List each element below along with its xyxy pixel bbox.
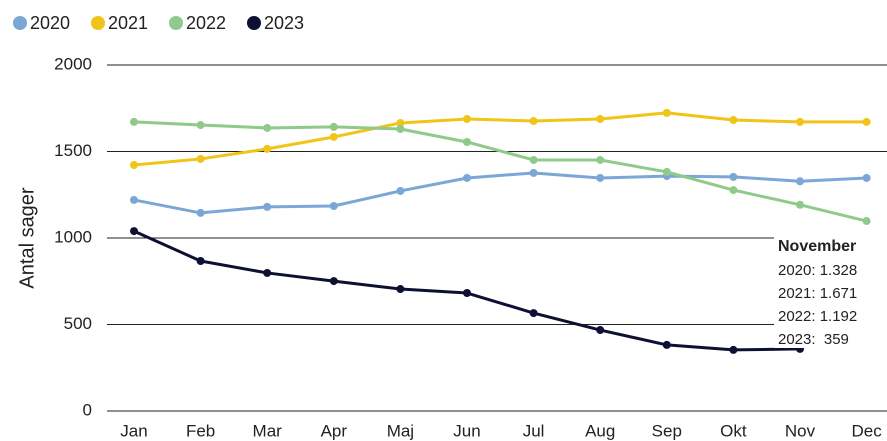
data-point — [596, 114, 605, 123]
x-tick-label: Apr — [321, 421, 348, 440]
y-axis-label: Antal sager — [16, 187, 38, 289]
legend-label: 2022 — [186, 13, 226, 33]
x-tick-label: Jan — [120, 421, 147, 440]
legend-label: 2020 — [30, 13, 70, 33]
data-point — [862, 217, 871, 226]
data-point — [796, 177, 804, 186]
annotation-line: 2022: 1.192 — [778, 308, 857, 325]
y-tick-label: 0 — [83, 400, 92, 419]
data-point — [329, 277, 338, 286]
data-point — [263, 144, 272, 153]
x-tick-label: Feb — [186, 421, 215, 440]
data-point — [662, 108, 671, 117]
x-tick-label: Aug — [585, 421, 615, 440]
x-tick-label: Dec — [851, 421, 882, 440]
x-tick-label: Mar — [253, 421, 283, 440]
data-point — [130, 195, 138, 204]
data-point — [329, 132, 338, 141]
y-tick-label: 500 — [64, 314, 92, 333]
data-point — [796, 200, 804, 209]
data-point — [463, 114, 471, 123]
data-point — [196, 154, 205, 163]
data-point — [396, 125, 405, 134]
data-point — [463, 173, 471, 182]
x-tick-label: Jul — [523, 421, 545, 440]
series-line — [133, 171, 867, 215]
data-point — [396, 186, 405, 195]
x-tick-label: Sep — [652, 421, 682, 440]
annotation-line: 2020: 1.328 — [778, 262, 857, 279]
data-point — [729, 345, 738, 354]
series-line — [133, 111, 867, 167]
annotation-title: November — [778, 238, 856, 255]
legend-marker — [13, 16, 27, 30]
data-point — [196, 257, 205, 266]
legend-label: 2023 — [264, 13, 304, 33]
data-point — [463, 289, 471, 298]
annotation-line: 2023: 359 — [778, 331, 849, 348]
data-point — [463, 137, 471, 146]
data-point — [862, 117, 871, 126]
x-tick-label: Maj — [387, 421, 414, 440]
legend-marker — [91, 16, 105, 30]
data-point — [263, 123, 272, 132]
data-point — [796, 117, 804, 126]
legend-label: 2021 — [108, 13, 148, 33]
data-point — [329, 122, 338, 131]
data-point — [130, 160, 138, 169]
data-point — [862, 173, 871, 182]
data-point — [329, 201, 338, 210]
data-point — [529, 155, 538, 164]
data-point — [596, 155, 605, 164]
data-point — [662, 340, 671, 349]
data-point — [130, 227, 138, 236]
data-point — [196, 121, 205, 130]
annotation-box — [774, 236, 887, 348]
x-tick-label: Okt — [720, 421, 747, 440]
data-point — [729, 172, 738, 181]
data-point — [263, 202, 272, 211]
data-point — [729, 186, 738, 195]
data-point — [130, 117, 138, 126]
data-point — [596, 326, 605, 335]
data-point — [396, 118, 405, 127]
data-point — [529, 117, 538, 126]
legend-marker — [247, 16, 261, 30]
data-point — [263, 268, 272, 277]
legend-marker — [169, 16, 183, 30]
data-point — [529, 168, 538, 177]
x-tick-label: Nov — [785, 421, 816, 440]
y-tick-label: 2000 — [54, 54, 92, 73]
data-point — [662, 167, 671, 176]
x-tick-label: Jun — [453, 421, 480, 440]
data-point — [596, 173, 605, 182]
y-tick-label: 1000 — [54, 227, 92, 246]
data-point — [196, 208, 205, 217]
annotation-line: 2021: 1.671 — [778, 285, 857, 302]
data-point — [729, 116, 738, 125]
data-point — [529, 309, 538, 318]
data-point — [396, 285, 405, 294]
y-tick-label: 1500 — [54, 141, 92, 160]
series-line — [133, 120, 867, 223]
